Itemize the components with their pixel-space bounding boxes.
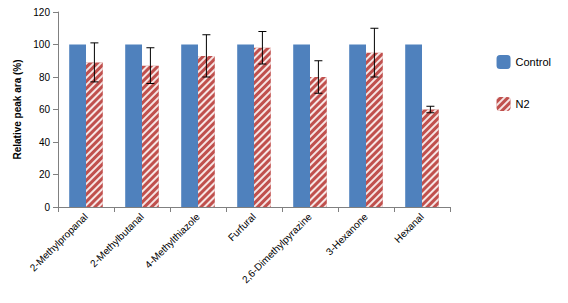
svg-text:40: 40: [39, 137, 51, 148]
svg-text:0: 0: [44, 202, 50, 213]
svg-text:20: 20: [39, 169, 51, 180]
svg-text:120: 120: [33, 7, 50, 18]
svg-text:60: 60: [39, 104, 51, 115]
svg-text:2-Methylpropanal: 2-Methylpropanal: [28, 211, 90, 273]
svg-text:2-Methylbutanal: 2-Methylbutanal: [88, 211, 146, 269]
svg-text:Hexanal: Hexanal: [392, 211, 426, 245]
svg-text:2,6-Dimethylpyrazine: 2,6-Dimethylpyrazine: [240, 211, 314, 285]
svg-text:80: 80: [39, 72, 51, 83]
svg-text:Furfural: Furfural: [226, 211, 258, 243]
svg-text:100: 100: [33, 39, 50, 50]
svg-text:3-Hexanone: 3-Hexanone: [324, 211, 371, 258]
svg-text:4-Methylthiazole: 4-Methylthiazole: [143, 211, 203, 271]
svg-text:Control: Control: [516, 56, 551, 68]
svg-text:Relative peak ara (%): Relative peak ara (%): [12, 59, 23, 159]
svg-text:N2: N2: [516, 98, 530, 110]
